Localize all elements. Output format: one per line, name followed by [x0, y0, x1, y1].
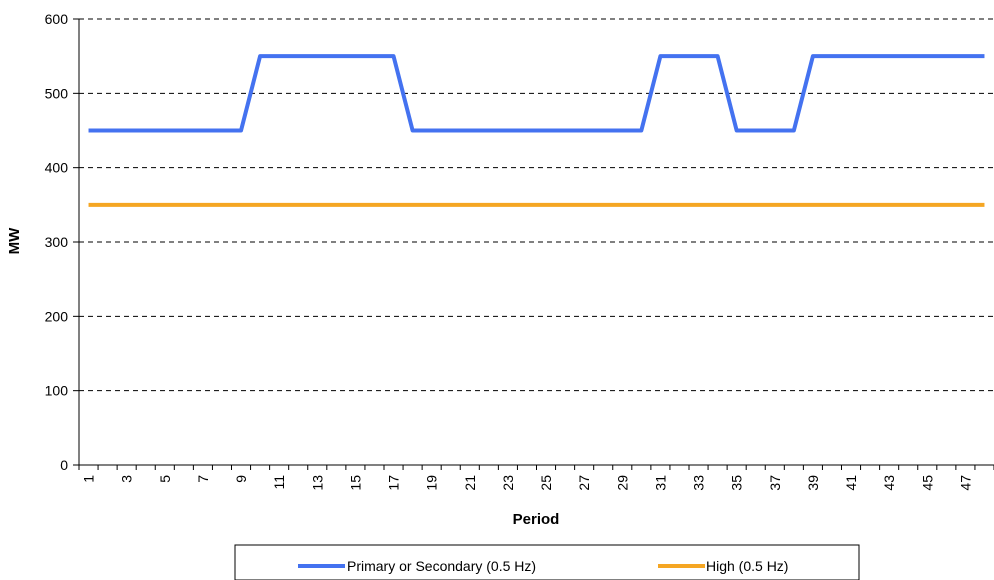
x-tick-label: 5 [157, 475, 173, 483]
x-tick-label: 3 [119, 475, 135, 483]
x-tick-label: 43 [881, 475, 897, 491]
x-tick-label: 9 [233, 475, 249, 483]
x-axis-title: Period [513, 511, 560, 528]
y-tick-label: 300 [45, 234, 69, 250]
y-tick-label: 500 [45, 85, 69, 101]
series-lines [88, 54, 985, 207]
x-tick-label: 21 [462, 475, 478, 491]
x-tick-label: 35 [729, 475, 745, 491]
y-tick-label: 100 [45, 383, 69, 399]
x-tick-label: 41 [843, 475, 859, 491]
y-axis-tick-labels: 0 100 200 300 400 500 600 [45, 11, 69, 473]
x-tick-label: 45 [919, 475, 935, 491]
x-tick-label: 39 [805, 475, 821, 491]
x-tick-label: 31 [652, 475, 668, 491]
x-tick-label: 1 [81, 475, 97, 483]
y-tick-label: 0 [60, 457, 68, 473]
x-tick-label: 29 [614, 475, 630, 491]
y-tick-label: 600 [45, 11, 69, 27]
series-line-0 [88, 54, 985, 133]
x-tick-label: 23 [500, 475, 516, 491]
y-axis-title: MW [6, 227, 23, 254]
x-tick-label: 37 [767, 475, 783, 491]
legend-box [234, 544, 860, 580]
x-tick-label: 25 [538, 475, 554, 491]
legend: Primary or Secondary (0.5 Hz) High (0.5 … [234, 544, 860, 580]
x-tick-label: 27 [576, 475, 592, 491]
x-tick-label: 17 [386, 475, 402, 491]
x-tick-label: 33 [691, 475, 707, 491]
legend-label-high: High (0.5 Hz) [706, 558, 788, 574]
y-tick-label: 200 [45, 308, 69, 324]
y-tick-label: 400 [45, 160, 69, 176]
x-tick-label: 7 [195, 475, 211, 483]
legend-label-primary: Primary or Secondary (0.5 Hz) [347, 558, 536, 574]
x-tick-label: 13 [309, 475, 325, 491]
x-tick-label: 15 [347, 475, 363, 491]
x-tick-label: 47 [957, 475, 973, 491]
x-axis-tick-labels: 1 3 5 7 9 11 13 15 17 19 21 23 25 27 29 31 33 35 37 39 41 43 4… [81, 475, 974, 491]
axes [73, 18, 994, 470]
x-tick-label: 11 [271, 475, 287, 490]
x-tick-label: 19 [424, 475, 440, 491]
